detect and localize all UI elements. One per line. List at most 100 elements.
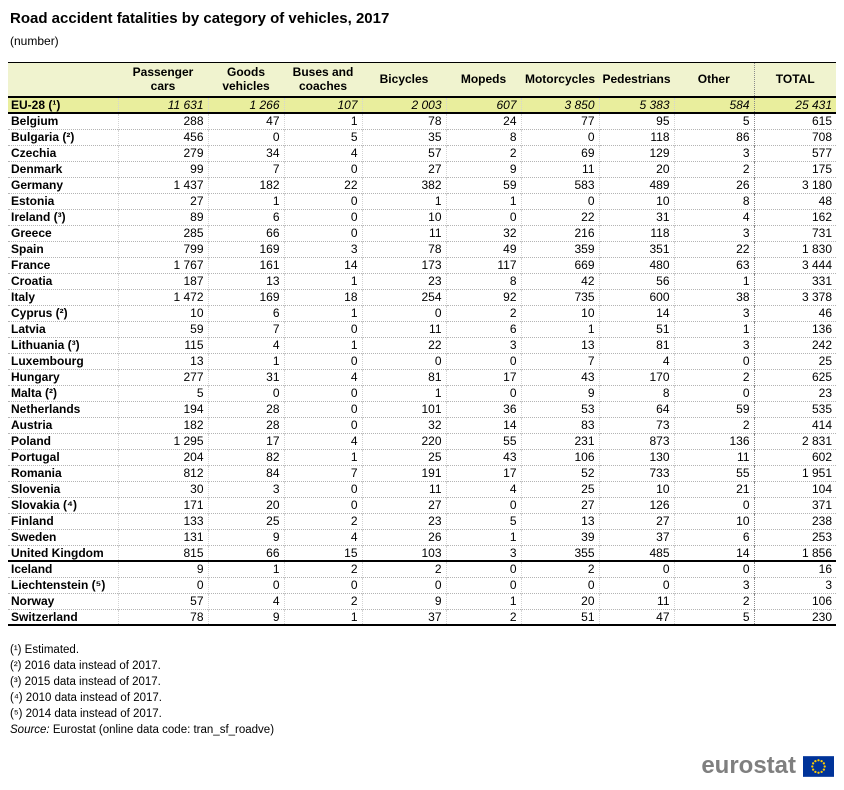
value-cell: 73 (598, 416, 674, 433)
value-cell: 101 (361, 400, 446, 417)
value-cell: 7 (283, 464, 362, 481)
value-cell: 0 (283, 400, 362, 417)
value-cell: 52 (520, 464, 599, 481)
value-cell: 133 (117, 512, 208, 529)
value-cell: 355 (520, 544, 599, 562)
value-cell: 47 (598, 608, 674, 626)
value-cell: 0 (283, 352, 362, 369)
value-cell: 104 (753, 480, 836, 497)
value-cell: 7 (207, 320, 284, 337)
value-cell: 4 (207, 336, 284, 353)
value-cell: 59 (673, 400, 754, 417)
value-cell: 130 (598, 448, 674, 465)
row-label: France (8, 256, 118, 273)
value-cell: 14 (445, 416, 521, 433)
value-cell: 18 (283, 288, 362, 305)
value-cell: 118 (598, 128, 674, 145)
value-cell: 1 (673, 272, 754, 289)
value-cell: 4 (283, 432, 362, 449)
value-cell: 34 (207, 144, 284, 161)
value-cell: 0 (283, 576, 362, 593)
table-row: Norway 57 4 2 9 1 20 11 2 106 (8, 592, 836, 609)
value-cell: 0 (445, 496, 521, 513)
value-cell: 77 (520, 112, 599, 129)
value-cell: 169 (207, 288, 284, 305)
value-cell: 43 (445, 448, 521, 465)
value-cell: 3 378 (753, 288, 836, 305)
value-cell: 37 (598, 528, 674, 545)
value-cell: 242 (753, 336, 836, 353)
value-cell: 13 (207, 272, 284, 289)
value-cell: 0 (361, 304, 446, 321)
table-row: Greece 285 66 0 11 32 216 118 3 731 (8, 224, 836, 241)
value-cell: 8 (445, 272, 521, 289)
value-cell: 1 (361, 192, 446, 209)
value-cell: 0 (283, 320, 362, 337)
value-cell: 0 (283, 416, 362, 433)
value-cell: 2 (673, 368, 754, 385)
value-cell: 0 (283, 192, 362, 209)
value-cell: 1 266 (207, 97, 284, 114)
value-cell: 27 (520, 496, 599, 513)
table-row: Poland 1 295 17 4 220 55 231 873 136 2 831 (8, 432, 836, 449)
value-cell: 480 (598, 256, 674, 273)
value-cell: 11 (361, 320, 446, 337)
value-cell: 8 (445, 128, 521, 145)
value-cell: 0 (117, 576, 208, 593)
value-cell: 171 (117, 496, 208, 513)
value-cell: 277 (117, 368, 208, 385)
value-cell: 20 (520, 592, 599, 609)
value-cell: 1 (283, 608, 362, 626)
value-cell: 32 (361, 416, 446, 433)
table-row: Sweden 131 9 4 26 1 39 37 6 253 (8, 528, 836, 545)
value-cell: 25 431 (753, 97, 836, 114)
value-cell: 0 (283, 224, 362, 241)
value-cell: 3 (283, 240, 362, 257)
row-label: Portugal (8, 448, 118, 465)
value-cell: 2 (445, 304, 521, 321)
value-cell: 107 (283, 97, 362, 114)
table-row: Czechia 279 34 4 57 2 69 129 3 577 (8, 144, 836, 161)
value-cell: 279 (117, 144, 208, 161)
value-cell: 1 (520, 320, 599, 337)
value-cell: 4 (283, 528, 362, 545)
value-cell: 25 (207, 512, 284, 529)
row-label: Croatia (8, 272, 118, 289)
value-cell: 4 (445, 480, 521, 497)
value-cell: 0 (283, 160, 362, 177)
table-row: Bulgaria (²) 456 0 5 35 8 0 118 86 708 (8, 128, 836, 145)
value-cell: 3 (673, 304, 754, 321)
value-cell: 1 (361, 384, 446, 401)
value-cell: 170 (598, 368, 674, 385)
value-cell: 49 (445, 240, 521, 257)
row-label: Liechtenstein (⁵) (8, 576, 118, 593)
value-cell: 2 (283, 560, 362, 577)
table-row: Slovenia 30 3 0 11 4 25 10 21 104 (8, 480, 836, 497)
value-cell: 57 (117, 592, 208, 609)
value-cell: 14 (598, 304, 674, 321)
value-cell: 83 (520, 416, 599, 433)
value-cell: 5 (445, 512, 521, 529)
value-cell: 23 (753, 384, 836, 401)
value-cell: 0 (361, 576, 446, 593)
value-cell: 0 (283, 384, 362, 401)
value-cell: 25 (753, 352, 836, 369)
corner-cell (8, 62, 118, 98)
value-cell: 9 (117, 560, 208, 577)
row-label: Finland (8, 512, 118, 529)
value-cell: 489 (598, 176, 674, 193)
value-cell: 48 (753, 192, 836, 209)
value-cell: 9 (445, 160, 521, 177)
value-cell: 669 (520, 256, 599, 273)
value-cell: 8 (673, 192, 754, 209)
row-label: United Kingdom (8, 544, 118, 562)
value-cell: 32 (445, 224, 521, 241)
table-row: France 1 767 161 14 173 117 669 480 63 3 444 (8, 256, 836, 273)
row-label: Netherlands (8, 400, 118, 417)
row-label: Slovenia (8, 480, 118, 497)
column-header: Bicycles (362, 62, 446, 98)
value-cell: 66 (207, 544, 284, 562)
value-cell: 615 (753, 112, 836, 129)
column-header: Other (674, 62, 754, 98)
value-cell: 7 (520, 352, 599, 369)
